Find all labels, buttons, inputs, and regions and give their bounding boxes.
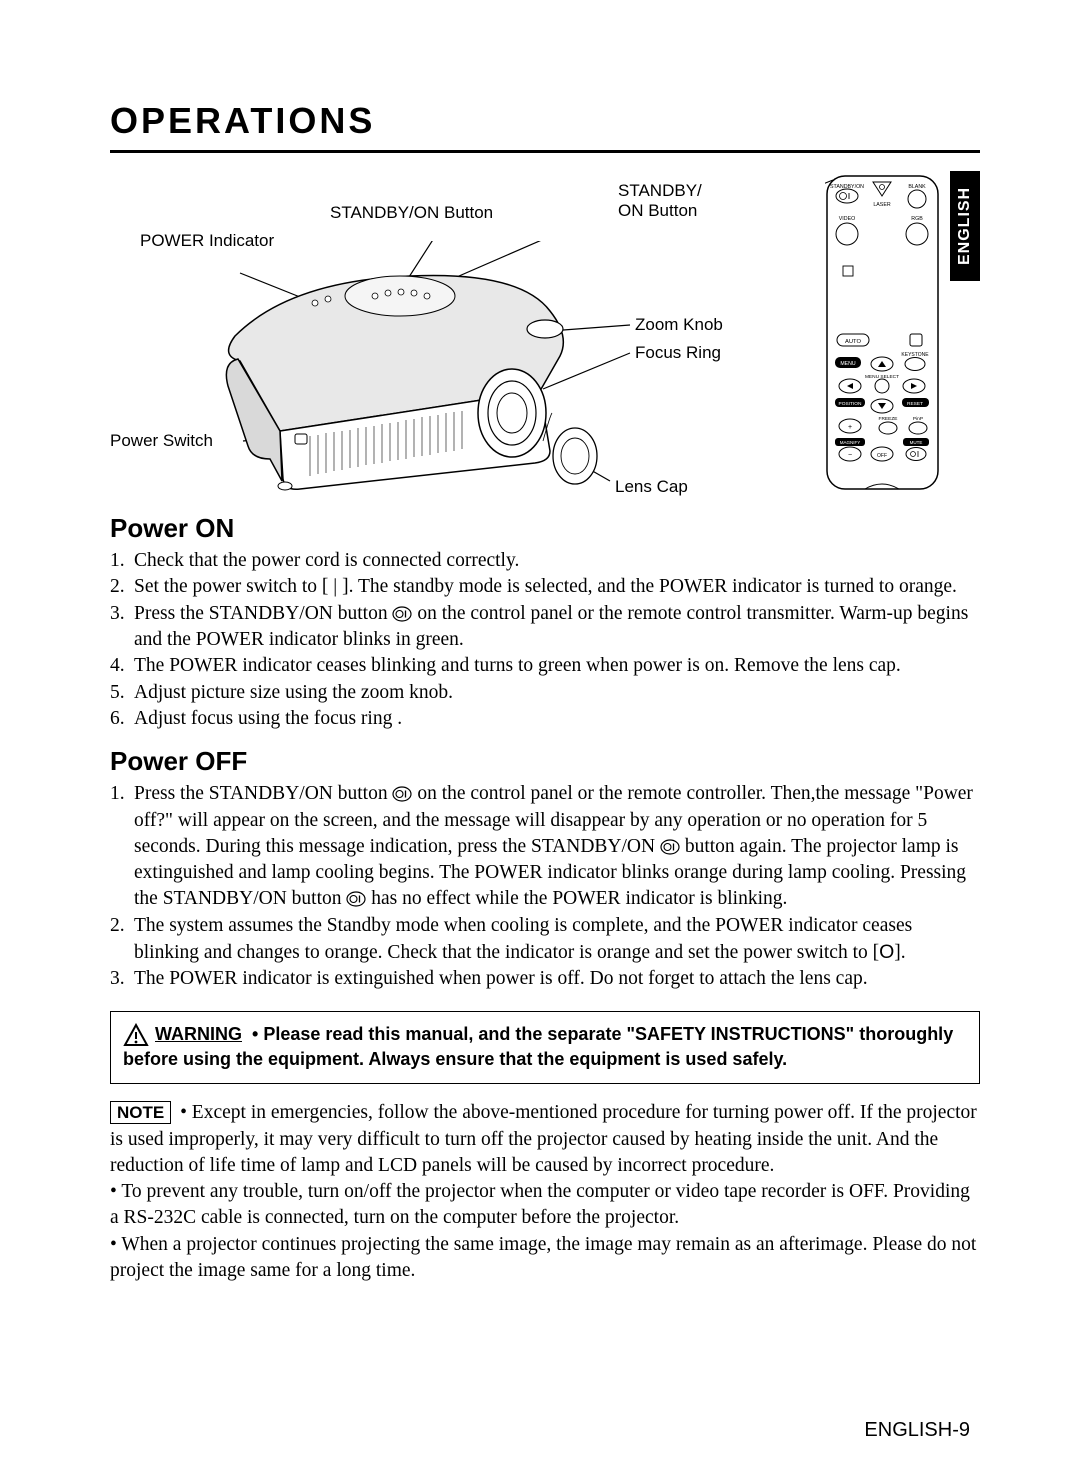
power-on-heading: Power ON: [110, 513, 980, 544]
power-icon: [392, 606, 412, 622]
label-standby-on-button: STANDBY/ON Button: [330, 203, 493, 223]
power-icon: [346, 891, 366, 907]
remote-illustration: STANDBY/ON LASER BLANK VIDEO RGB AUTO ME…: [825, 174, 940, 491]
power-off-steps: 1.Press the STANDBY/ON button on the con…: [110, 781, 980, 993]
svg-text:MAGNIFY: MAGNIFY: [840, 440, 861, 445]
power-on-steps: 1.Check that the power cord is connected…: [110, 548, 980, 732]
note-tag: NOTE: [110, 1101, 171, 1124]
label-standby-on-remote: STANDBY/ ON Button: [618, 181, 702, 221]
projector-illustration: [180, 241, 640, 511]
svg-text:LASER: LASER: [873, 202, 891, 208]
svg-text:MUTE: MUTE: [910, 440, 923, 445]
page-title: OPERATIONS: [110, 100, 980, 153]
svg-text:+: +: [848, 424, 852, 431]
svg-text:−: −: [848, 452, 852, 459]
svg-text:BLANK: BLANK: [908, 184, 926, 190]
power-icon: [392, 786, 412, 802]
note-block: NOTE • Except in emergencies, follow the…: [110, 1100, 980, 1284]
diagram-area: ENGLISH POWER Indicator STANDBY/ON Butto…: [110, 171, 980, 511]
svg-text:AUTO: AUTO: [845, 339, 861, 345]
svg-text:VIDEO: VIDEO: [839, 216, 855, 222]
power-off-heading: Power OFF: [110, 746, 980, 777]
svg-text:RESET: RESET: [907, 401, 923, 407]
language-tab: ENGLISH: [950, 171, 980, 281]
svg-text:FREEZE: FREEZE: [879, 416, 898, 422]
svg-text:RGB: RGB: [911, 216, 923, 222]
svg-text:MENU: MENU: [840, 361, 856, 367]
label-focus-ring: Focus Ring: [635, 343, 721, 363]
page-number: ENGLISH-9: [864, 1419, 970, 1442]
power-icon: [660, 839, 680, 855]
warning-box: WARNING • Please read this manual, and t…: [110, 1011, 980, 1085]
label-zoom-knob: Zoom Knob: [635, 315, 723, 335]
svg-text:POSITION: POSITION: [839, 401, 862, 407]
svg-text:OFF: OFF: [877, 453, 887, 459]
warning-icon: [123, 1023, 149, 1047]
svg-text:PinP: PinP: [913, 416, 923, 422]
